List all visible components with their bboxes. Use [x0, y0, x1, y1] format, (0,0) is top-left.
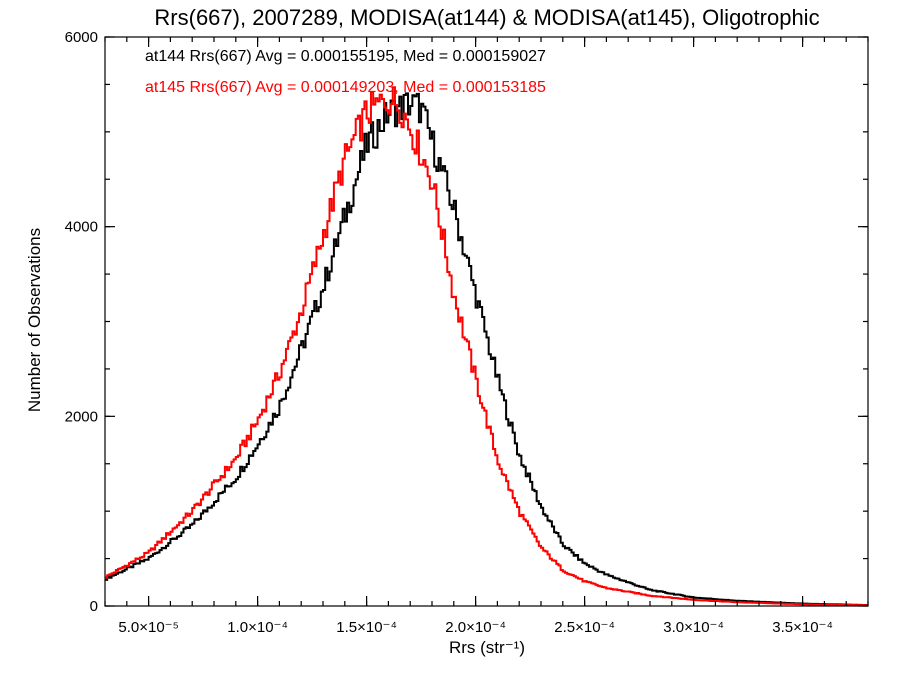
- plot-frame: [104, 36, 869, 607]
- y-tick-label: 4000: [65, 219, 98, 236]
- y-tick-label: 0: [90, 598, 98, 615]
- series-at144-line: [105, 92, 868, 607]
- x-tick-label: 1.5×10⁻⁴: [336, 619, 397, 636]
- y-tick-label: 6000: [65, 29, 98, 46]
- x-tick-label: 1.0×10⁻⁴: [227, 619, 288, 636]
- series-at145-line: [105, 86, 868, 607]
- x-tick-label: 3.0×10⁻⁴: [663, 619, 724, 636]
- x-tick-label: 3.5×10⁻⁴: [772, 619, 833, 636]
- series-layer: [105, 86, 868, 607]
- x-tick-label: 2.5×10⁻⁴: [554, 619, 615, 636]
- axes-layer: 5.0×10⁻⁵ 1.0×10⁻⁴ 1.5×10⁻⁴ 2.0×10⁻⁴ 2.5×10⁻⁴…: [65, 29, 869, 636]
- y-axis-label: Number of Observations: [25, 228, 44, 412]
- legend-entry-at145: at145 Rrs(667) Avg = 0.000149203, Med = …: [145, 79, 546, 96]
- legend-entry-at144: at144 Rrs(667) Avg = 0.000155195, Med = …: [145, 48, 546, 65]
- chart-title: Rrs(667), 2007289, MODISA(at144) & MODIS…: [154, 5, 819, 30]
- y-tick-label: 2000: [65, 408, 98, 425]
- x-tick-label: 5.0×10⁻⁵: [118, 619, 178, 636]
- x-axis-label: Rrs (str⁻¹): [449, 638, 525, 657]
- x-tick-label: 2.0×10⁻⁴: [445, 619, 506, 636]
